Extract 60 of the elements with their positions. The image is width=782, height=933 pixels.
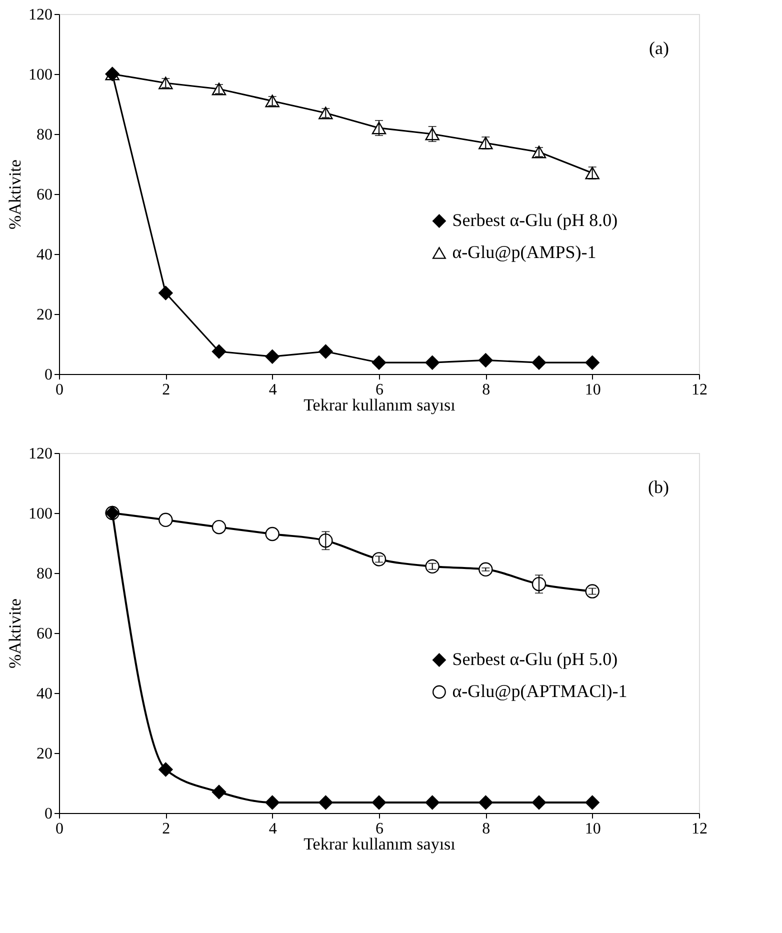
y-tick-label: 40 [36,246,52,264]
annotation: (b) [648,477,669,497]
point [478,353,493,368]
point [265,526,280,542]
x-tick-label: 12 [692,382,708,398]
annotation: (a) [649,38,669,58]
y-tick-label: 60 [36,186,52,204]
legend-label: α-Glu@p(AMPS)-1 [452,242,596,262]
point [212,344,226,359]
x-tick-label: 10 [584,382,601,398]
point [532,355,546,370]
y-axis-title: %Aktivite [6,598,24,668]
x-tick-label: 0 [56,382,64,398]
x-axis-title: Tekrar kullanım sayısı [304,834,456,854]
point [158,762,173,777]
point [372,795,386,810]
point [158,512,173,528]
y-tick-label: 100 [28,506,52,522]
point [318,533,333,548]
legend-label: Serbest α-Glu (pH 5.0) [452,649,618,669]
legend-label: Serbest α-Glu (pH 8.0) [452,210,618,230]
y-tick-label: 20 [36,746,52,762]
y-tick-label: 40 [36,686,52,702]
point [265,349,280,364]
point [212,520,226,534]
x-tick-label: 0 [56,820,64,838]
y-tick-label: 100 [28,66,52,84]
point [318,344,333,359]
y-tick-label: 120 [28,446,52,462]
x-tick-label: 12 [692,820,708,838]
y-tick-label: 80 [36,126,52,144]
point [158,286,173,300]
x-tick-label: 2 [162,382,170,398]
point [425,795,440,810]
x-tick-label: 6 [376,820,384,838]
point [585,795,600,810]
point [478,795,493,810]
x-tick-label: 10 [584,820,601,838]
y-tick-label: 0 [44,366,52,384]
x-tick-label: 8 [482,382,490,398]
point [372,355,386,370]
x-tick-label: 8 [482,820,490,838]
legend-label: α-Glu@p(APTMACl)-1 [452,681,628,701]
point [318,795,333,810]
point [265,795,280,810]
point [532,795,546,810]
point [212,784,226,800]
y-axis-title: %Aktivite [6,160,24,230]
point [585,355,600,370]
y-tick-label: 20 [36,306,52,324]
y-tick-label: 60 [36,626,52,642]
x-tick-label: 6 [376,382,384,398]
x-tick-label: 2 [162,820,170,838]
point [425,355,440,370]
x-tick-label: 4 [268,382,277,398]
x-tick-label: 4 [268,820,277,838]
y-tick-label: 120 [28,6,52,24]
x-axis-title: Tekrar kullanım sayısı [304,396,456,414]
y-tick-label: 80 [36,566,52,582]
y-tick-label: 0 [44,806,52,822]
